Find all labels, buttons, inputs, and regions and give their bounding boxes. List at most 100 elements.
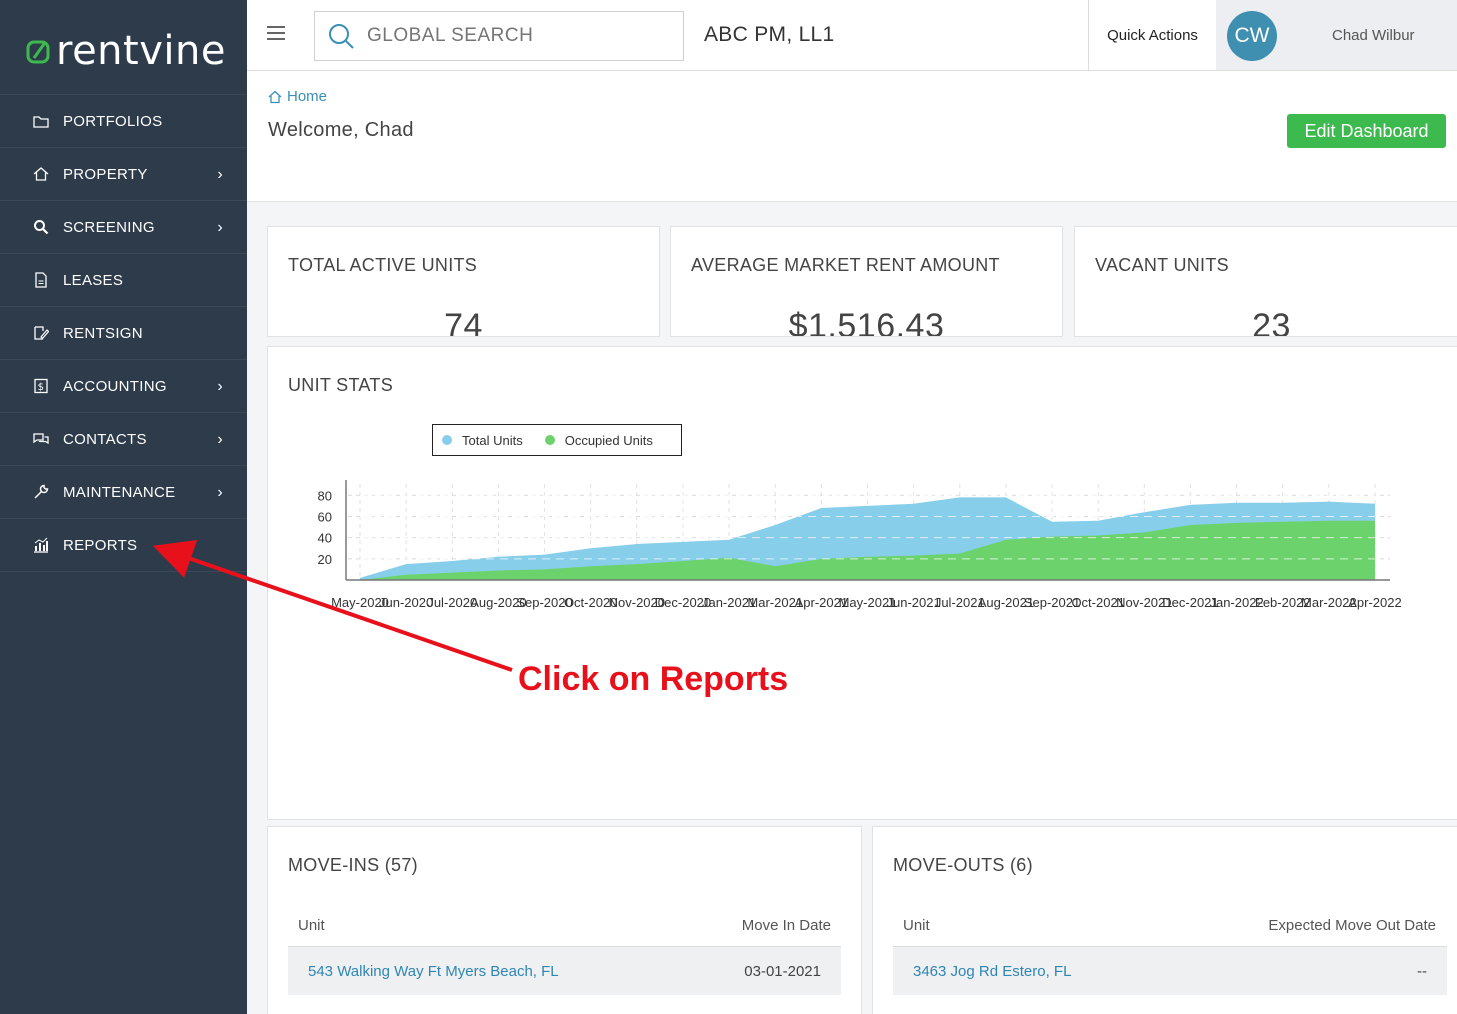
sidebar-item-label: PROPERTY <box>63 165 148 183</box>
x-tick-label: Feb-2022 <box>1255 595 1311 610</box>
stat-label: VACANT UNITS <box>1095 255 1229 275</box>
breadcrumb[interactable]: Home <box>268 88 327 105</box>
x-tick-label: Mar-2021 <box>747 595 803 610</box>
brand-logo[interactable]: rentvine <box>26 26 226 76</box>
sidebar-item-label: REPORTS <box>63 536 138 554</box>
sidebar-item-rentsign[interactable]: RENTSIGN <box>0 307 247 360</box>
stat-card-vacant-units: VACANT UNITS 23 <box>1074 226 1457 337</box>
x-tick-label: Nov-2020 <box>609 595 665 610</box>
table-row[interactable]: 543 Walking Way Ft Myers Beach, FL 03-01… <box>288 946 841 995</box>
dollar-icon: $ <box>32 377 50 395</box>
sidebar-item-accounting[interactable]: $ ACCOUNTING › <box>0 360 247 413</box>
stat-value: 74 <box>444 307 483 337</box>
company-name[interactable]: ABC PM, LL1 <box>704 23 835 46</box>
avatar: CW <box>1227 11 1277 61</box>
sign-icon <box>32 324 50 342</box>
x-tick-label: Apr-2021 <box>795 595 848 610</box>
move-outs-title: MOVE-OUTS (6) <box>893 855 1033 875</box>
chevron-right-icon: › <box>217 431 223 448</box>
y-tick-label: 20 <box>318 552 332 567</box>
breadcrumb-home[interactable]: Home <box>287 88 328 105</box>
sidebar-nav: PORTFOLIOS PROPERTY › SCREENING › LEASES RENTS… <box>0 94 247 572</box>
legend-swatch-total <box>442 435 452 445</box>
chevron-right-icon: › <box>217 219 223 236</box>
global-search[interactable] <box>314 11 684 61</box>
col-header-unit[interactable]: Unit <box>298 917 325 934</box>
move-ins-title: MOVE-INS (57) <box>288 855 418 875</box>
home-icon <box>268 90 282 103</box>
x-tick-label: May-2021 <box>839 595 897 610</box>
page-title: Welcome, Chad <box>268 119 414 141</box>
unit-link[interactable]: 543 Walking Way Ft Myers Beach, FL <box>308 963 559 980</box>
sidebar-item-label: RENTSIGN <box>63 324 143 342</box>
search-input[interactable] <box>367 25 667 47</box>
col-header-unit[interactable]: Unit <box>903 917 930 934</box>
x-tick-label: Jun-2020 <box>379 595 433 610</box>
menu-toggle-icon[interactable] <box>267 26 285 42</box>
col-header-move-in-date[interactable]: Move In Date <box>741 917 831 934</box>
x-tick-label: Jul-2021 <box>935 595 985 610</box>
x-tick-label: Dec-2020 <box>655 595 711 610</box>
user-name: Chad Wilbur <box>1332 27 1415 44</box>
unit-stats-chart: 20406080May-2020Jun-2020Jul-2020Aug-2020… <box>318 480 1402 610</box>
wrench-icon <box>32 483 50 501</box>
unit-stats-card: UNIT STATS Total Units Occupied Units 20… <box>267 346 1457 820</box>
legend-label-occupied[interactable]: Occupied Units <box>564 432 653 448</box>
topbar: ABC PM, LL1 Quick Actions CW Chad Wilbur <box>247 0 1457 71</box>
x-tick-label: Jan-2021 <box>702 595 756 610</box>
x-tick-label: Apr-2022 <box>1348 595 1401 610</box>
sidebar-item-property[interactable]: PROPERTY › <box>0 148 247 201</box>
sidebar-item-reports[interactable]: REPORTS <box>0 519 247 572</box>
chevron-right-icon: › <box>217 484 223 501</box>
stat-card-total-active-units: TOTAL ACTIVE UNITS 74 <box>267 226 660 337</box>
sidebar-item-contacts[interactable]: CONTACTS › <box>0 413 247 466</box>
chevron-right-icon: › <box>217 166 223 183</box>
unit-stats-title: UNIT STATS <box>288 375 394 395</box>
sidebar-item-portfolios[interactable]: PORTFOLIOS <box>0 95 247 148</box>
unit-link[interactable]: 3463 Jog Rd Estero, FL <box>913 963 1072 980</box>
move-in-date: 03-01-2021 <box>744 963 821 980</box>
stat-card-avg-market-rent: AVERAGE MARKET RENT AMOUNT $1,516.43 <box>670 226 1063 337</box>
sidebar-item-screening[interactable]: SCREENING › <box>0 201 247 254</box>
y-tick-label: 80 <box>318 488 332 503</box>
sidebar-item-leases[interactable]: LEASES <box>0 254 247 307</box>
page-header: Home Welcome, Chad Edit Dashboard <box>247 71 1457 202</box>
sidebar-item-label: PORTFOLIOS <box>63 112 163 130</box>
quick-actions-button[interactable]: Quick Actions <box>1088 0 1216 70</box>
sidebar-item-label: CONTACTS <box>63 430 147 448</box>
sidebar-item-maintenance[interactable]: MAINTENANCE › <box>0 466 247 519</box>
sidebar-item-label: MAINTENANCE <box>63 483 176 501</box>
annotation-callout: Click on Reports <box>518 660 789 698</box>
x-tick-label: Oct-2021 <box>1071 595 1124 610</box>
chevron-right-icon: › <box>217 378 223 395</box>
x-tick-label: Sep-2020 <box>516 595 572 610</box>
legend-label-total[interactable]: Total Units <box>462 432 523 448</box>
leaf-logo-icon <box>26 40 50 64</box>
table-row[interactable]: 3463 Jog Rd Estero, FL -- <box>893 946 1447 995</box>
document-icon <box>32 271 50 289</box>
y-tick-label: 60 <box>318 509 332 524</box>
edit-dashboard-button[interactable]: Edit Dashboard <box>1287 114 1446 148</box>
user-menu[interactable]: CW Chad Wilbur <box>1216 0 1457 70</box>
search-icon <box>329 24 354 49</box>
stat-value: $1,516.43 <box>788 307 945 337</box>
move-outs-card: MOVE-OUTS (6) Unit Expected Move Out Dat… <box>872 826 1457 1014</box>
move-out-date: -- <box>1417 963 1427 980</box>
folder-icon <box>32 112 50 130</box>
x-tick-label: Jun-2021 <box>887 595 941 610</box>
x-tick-label: Dec-2021 <box>1162 595 1218 610</box>
sidebar-item-label: LEASES <box>63 271 124 289</box>
legend-swatch-occupied <box>544 435 555 445</box>
chat-icon <box>32 430 50 448</box>
sidebar-item-label: ACCOUNTING <box>63 377 167 395</box>
x-tick-label: Oct-2020 <box>564 595 617 610</box>
x-tick-label: Jan-2022 <box>1209 595 1263 610</box>
stat-label: TOTAL ACTIVE UNITS <box>288 255 478 275</box>
search-icon <box>32 218 50 236</box>
chart-legend: Total Units Occupied Units <box>432 424 682 456</box>
move-ins-card: MOVE-INS (57) Unit Move In Date 543 Walk… <box>267 826 862 1014</box>
col-header-expected-move-out-date[interactable]: Expected Move Out Date <box>1268 917 1436 934</box>
chart-icon <box>32 536 50 554</box>
x-tick-label: Sep-2021 <box>1024 595 1080 610</box>
